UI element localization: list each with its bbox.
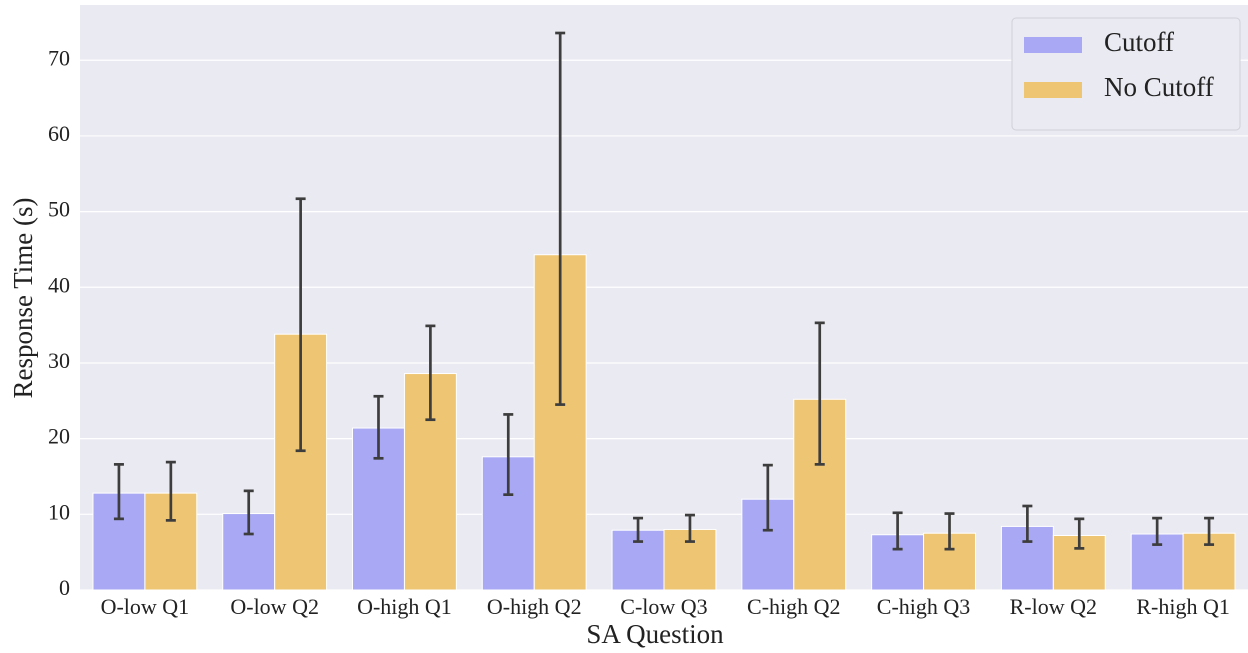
x-tick-label: R-low Q2 <box>1010 594 1097 619</box>
legend-label: Cutoff <box>1104 27 1174 57</box>
y-tick-label: 10 <box>48 499 70 524</box>
x-tick-label: O-low Q1 <box>101 594 190 619</box>
x-tick-label: O-low Q2 <box>230 594 319 619</box>
y-axis-title: Response Time (s) <box>8 197 38 398</box>
x-tick-label: R-high Q1 <box>1136 594 1230 619</box>
bar <box>741 498 795 591</box>
legend-swatch <box>1024 37 1082 53</box>
y-tick-label: 60 <box>48 121 70 146</box>
y-tick-label: 70 <box>48 45 70 70</box>
x-tick-label: O-high Q2 <box>487 594 582 619</box>
x-tick-label: C-high Q2 <box>747 594 841 619</box>
y-tick-label: 20 <box>48 424 70 449</box>
legend-swatch <box>1024 82 1082 98</box>
y-tick-label: 0 <box>59 575 70 600</box>
legend-label: No Cutoff <box>1104 72 1214 102</box>
x-axis-title: SA Question <box>586 619 724 649</box>
x-tick-label: O-high Q1 <box>357 594 452 619</box>
x-tick-label: C-low Q3 <box>620 594 707 619</box>
bar <box>274 333 328 591</box>
x-tick-label: C-high Q3 <box>877 594 971 619</box>
y-tick-label: 40 <box>48 272 70 297</box>
y-tick-label: 50 <box>48 197 70 222</box>
y-tick-label: 30 <box>48 348 70 373</box>
